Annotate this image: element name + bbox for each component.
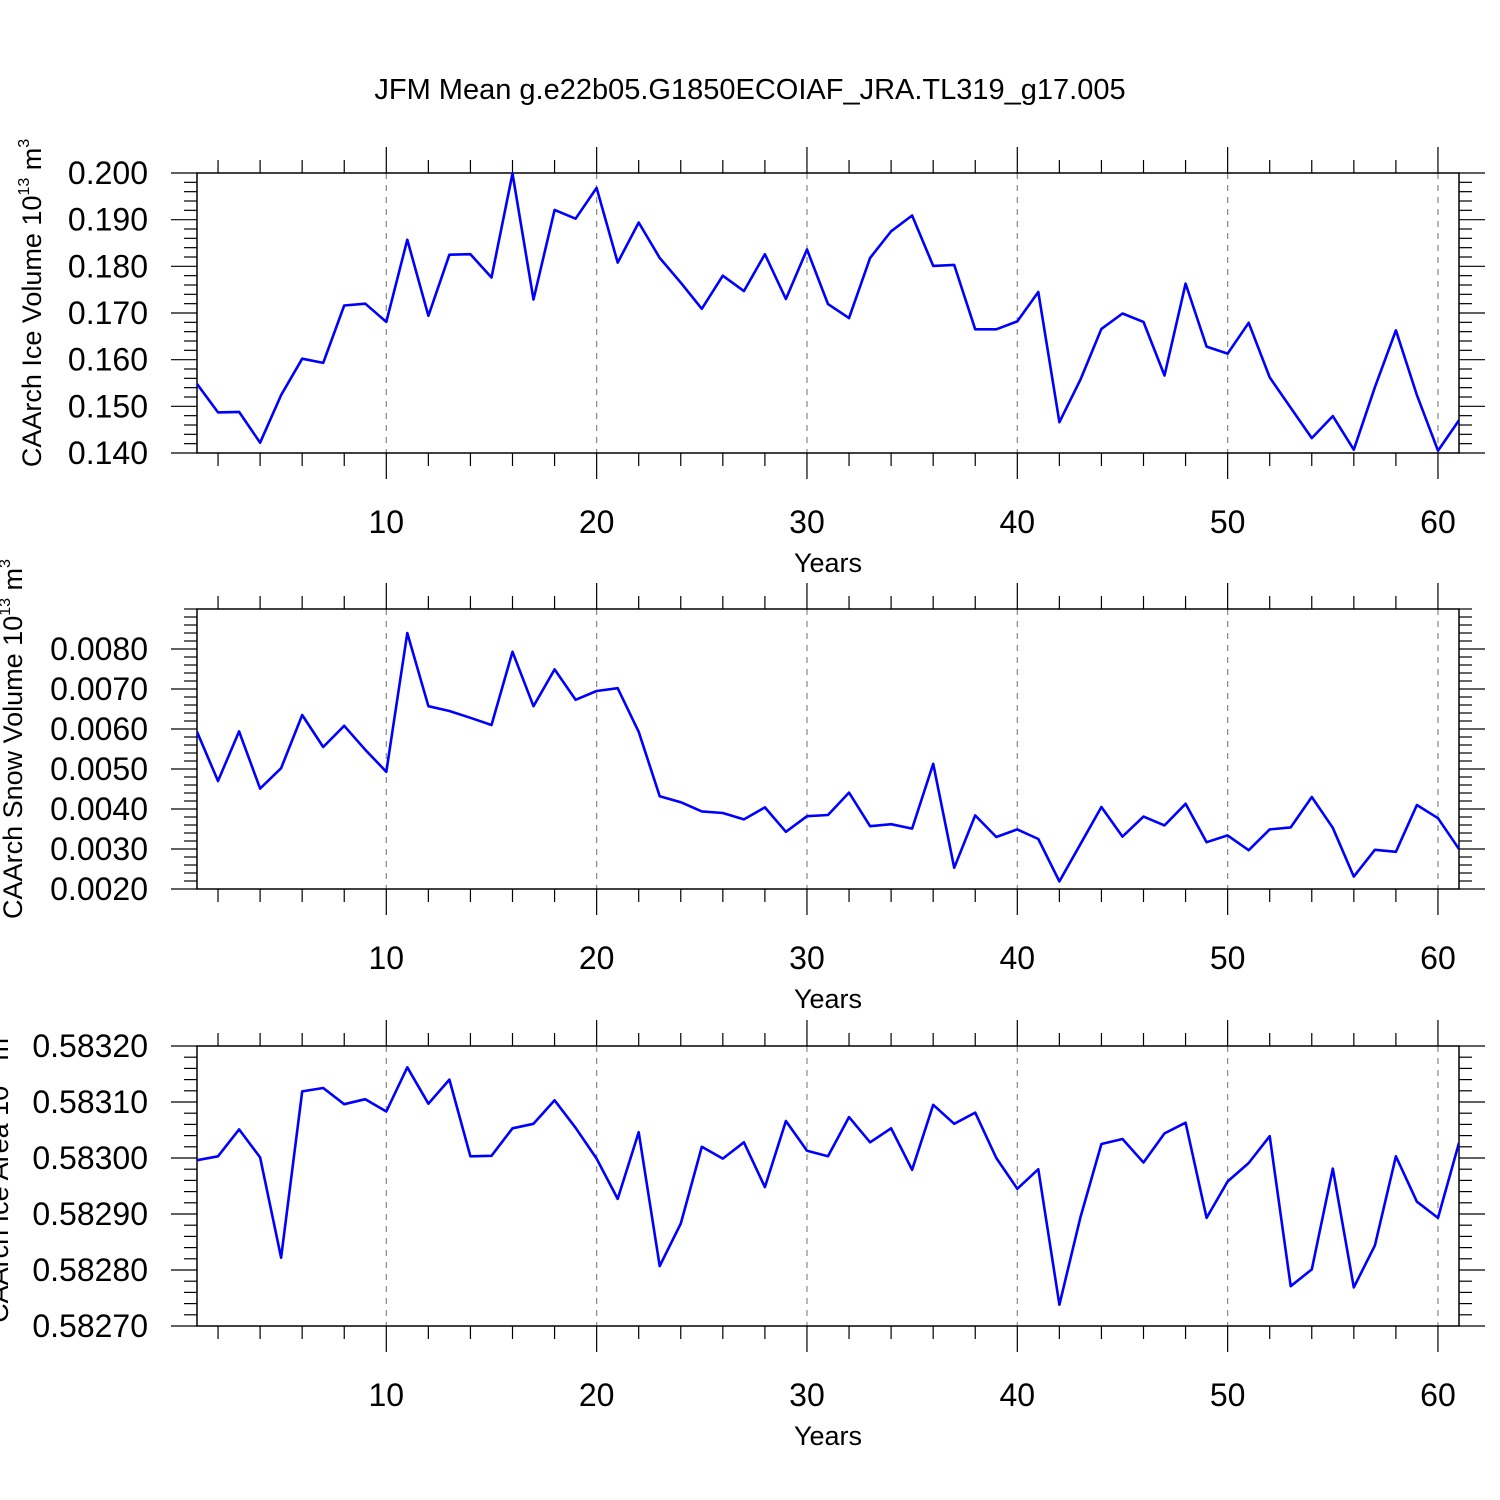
x-tick-label: 60 xyxy=(1420,1377,1456,1413)
x-tick-label: 50 xyxy=(1210,940,1246,976)
y-axis-title: CAArch Ice Area 1013 m2 xyxy=(0,1029,14,1323)
y-axis-title: CAArch Snow Volume 1013 m3 xyxy=(0,559,28,919)
y-tick-label: 0.58320 xyxy=(32,1028,148,1064)
y-tick-label: 0.0080 xyxy=(50,631,148,667)
y-tick-label: 0.190 xyxy=(68,202,148,238)
x-tick-label: 10 xyxy=(369,1377,405,1413)
x-tick-label: 20 xyxy=(579,504,615,540)
series-line-snow-volume xyxy=(197,631,1459,883)
x-tick-label: 30 xyxy=(789,1377,825,1413)
x-tick-label: 60 xyxy=(1420,504,1456,540)
y-tick-label: 0.58310 xyxy=(32,1084,148,1120)
x-tick-label: 10 xyxy=(369,940,405,976)
y-tick-label: 0.0070 xyxy=(50,671,148,707)
y-tick-label: 0.160 xyxy=(68,342,148,378)
x-axis-title: Years xyxy=(794,1421,862,1451)
y-tick-label: 0.58300 xyxy=(32,1140,148,1176)
y-tick-label: 0.58280 xyxy=(32,1252,148,1288)
series-line-ice-area xyxy=(197,1066,1459,1306)
y-tick-label: 0.58270 xyxy=(32,1308,148,1344)
y-tick-label: 0.58290 xyxy=(32,1196,148,1232)
x-tick-label: 20 xyxy=(579,1377,615,1413)
y-tick-label: 0.0020 xyxy=(50,871,148,907)
x-tick-label: 30 xyxy=(789,940,825,976)
x-axis-title: Years xyxy=(794,984,862,1014)
plot-frame xyxy=(196,1045,1460,1327)
x-tick-label: 50 xyxy=(1210,1377,1246,1413)
series-line-ice-volume xyxy=(197,172,1459,453)
y-tick-label: 0.0050 xyxy=(50,751,148,787)
chart-panel-snow-volume: 10 20 30 40 50 60 0.0020 0.0030 0.0040 0.0050 0.00… xyxy=(0,559,1485,1014)
plot-frame xyxy=(196,172,1460,454)
x-tick-label: 40 xyxy=(1000,504,1036,540)
x-tick-label: 10 xyxy=(369,504,405,540)
x-tick-label: 50 xyxy=(1210,504,1246,540)
figure-title: JFM Mean g.e22b05.G1850ECOIAF_JRA.TL319_… xyxy=(374,74,1125,106)
chart-panel-ice-area: 10 20 30 40 50 60 0.58270 0.58280 0.58290 0.58300… xyxy=(0,1020,1485,1451)
y-tick-label: 0.140 xyxy=(68,435,148,471)
x-tick-label: 20 xyxy=(579,940,615,976)
chart-panels: 10 20 30 40 50 60 0.140 0.150 0.160 0.170 0.180 0.1… xyxy=(0,139,1485,1451)
y-tick-label: 0.0030 xyxy=(50,831,148,867)
y-tick-label: 0.180 xyxy=(68,248,148,284)
y-tick-label: 0.170 xyxy=(68,295,148,331)
y-tick-label: 0.0060 xyxy=(50,711,148,747)
x-tick-label: 40 xyxy=(1000,1377,1036,1413)
plot-frame xyxy=(196,608,1460,890)
y-tick-label: 0.0040 xyxy=(50,791,148,827)
x-axis-title: Years xyxy=(794,548,862,578)
y-axis-title: CAArch Ice Volume 1013 m3 xyxy=(16,139,47,467)
x-tick-label: 60 xyxy=(1420,940,1456,976)
x-tick-label: 30 xyxy=(789,504,825,540)
chart-panel-ice-volume: 10 20 30 40 50 60 0.140 0.150 0.160 0.170 0.180 0.1… xyxy=(16,139,1485,578)
y-tick-label: 0.200 xyxy=(68,155,148,191)
x-tick-label: 40 xyxy=(1000,940,1036,976)
y-tick-label: 0.150 xyxy=(68,388,148,424)
